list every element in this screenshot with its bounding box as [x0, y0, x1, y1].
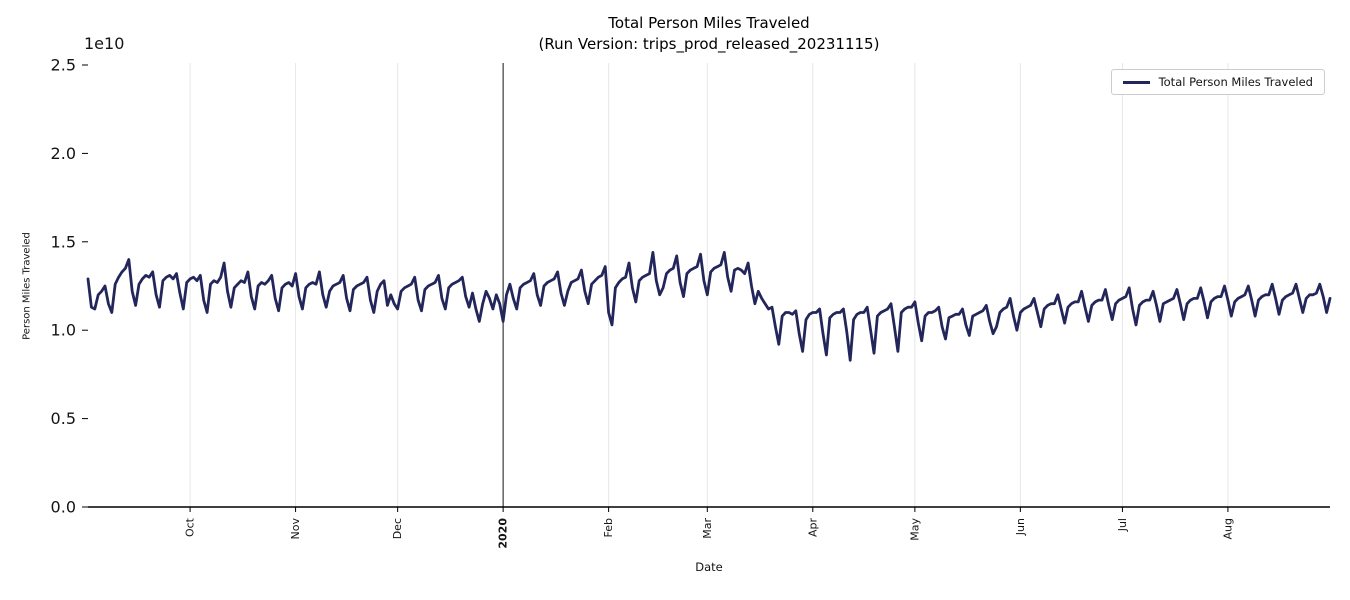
x-tick-label: Nov [289, 518, 302, 540]
x-tick-label: Mar [701, 518, 714, 539]
y-axis-label: Person Miles Traveled [21, 232, 33, 340]
y-tick-label: 0.0 [51, 498, 76, 517]
y-tick-label: 2.0 [51, 144, 76, 163]
x-tick-label: Apr [806, 518, 819, 538]
legend: Total Person Miles Traveled [1110, 69, 1325, 95]
x-tick-label: Aug [1221, 518, 1234, 539]
x-tick-label: Jul [1116, 518, 1129, 532]
y-tick-label: 2.5 [51, 56, 76, 75]
x-tick-label: May [908, 518, 921, 541]
y-tick-label: 0.5 [51, 409, 76, 428]
legend-line-sample [1122, 80, 1150, 84]
series-line [86, 251, 1332, 362]
x-tick-label: Oct [184, 517, 197, 537]
x-tick-label: Feb [602, 518, 615, 537]
y-tick-label: 1.0 [51, 321, 76, 340]
y-tick-label: 1.5 [51, 232, 76, 251]
x-tick-label: Jun [1014, 518, 1027, 536]
chart-subtitle: (Run Version: trips_prod_released_202311… [538, 35, 880, 53]
chart-title: Total Person Miles Traveled [608, 14, 810, 32]
y-axis-offset-text: 1e10 [84, 34, 125, 53]
legend-label: Total Person Miles Traveled [1158, 75, 1313, 89]
x-axis-label: Date [695, 560, 723, 574]
x-tick-label: Dec [391, 518, 404, 539]
x-tick-label: 2020 [497, 518, 510, 549]
